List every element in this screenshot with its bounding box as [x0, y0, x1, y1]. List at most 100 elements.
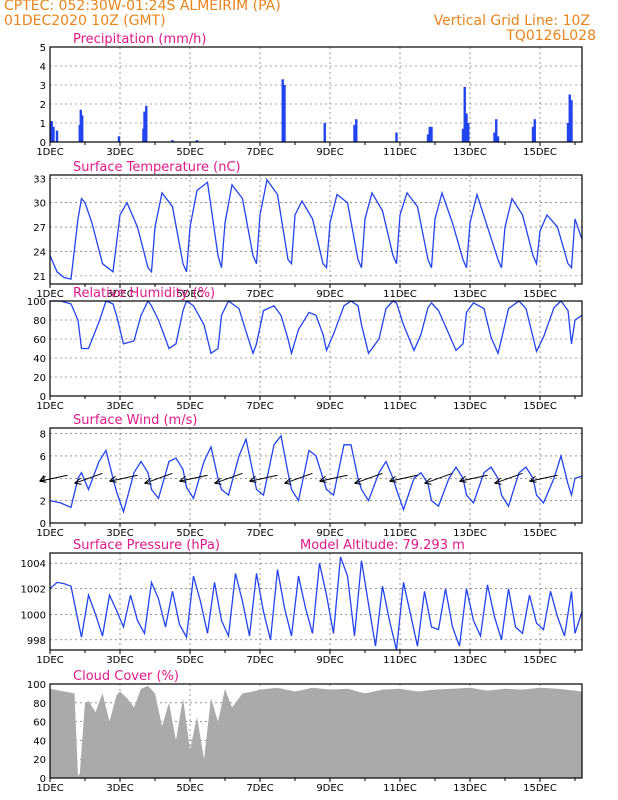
x-tick-label: 11DEC: [383, 289, 417, 300]
precip-bar: [355, 119, 358, 142]
x-tick-label: 5DEC: [176, 783, 203, 794]
wind-arrow: [459, 474, 488, 482]
x-tick-label: 15DEC: [523, 655, 557, 666]
x-tick-label: 15DEC: [523, 401, 557, 412]
x-tick-label: 5DEC: [176, 147, 203, 158]
panel-frame: [49, 46, 583, 143]
x-tick-label: 7DEC: [246, 655, 273, 666]
y-tick-label: 3: [40, 81, 46, 92]
y-tick-label: 20: [33, 755, 46, 766]
x-tick-label: 15DEC: [523, 147, 557, 158]
y-tick-label: 8: [40, 430, 46, 441]
wind-arrow: [529, 474, 558, 482]
wind-arrow: [74, 472, 103, 484]
precip-bar: [281, 79, 284, 142]
precip-bar: [55, 130, 59, 142]
wind-arrowhead: [529, 475, 537, 483]
series-line: [49, 178, 583, 280]
x-tick-label: 7DEC: [246, 783, 273, 794]
station-title: CPTEC: 052:30W-01:24S ALMEIRIM (PA): [4, 0, 281, 14]
wind-arrow: [144, 472, 173, 484]
y-tick-label: 24: [33, 247, 46, 258]
panel-frame: [49, 174, 583, 285]
wind-arrowhead: [424, 477, 432, 485]
y-tick-label: 40: [33, 736, 46, 747]
wind-arrowhead: [284, 477, 292, 485]
wind-arrow: [109, 474, 138, 482]
wind-arrowhead: [144, 477, 152, 485]
precip-bar: [531, 126, 535, 142]
y-tick-label: 1: [40, 119, 46, 130]
precip-bar: [195, 140, 199, 142]
precip-bar: [426, 134, 430, 142]
x-tick-label: 15DEC: [523, 528, 557, 539]
panel-title: Cloud Cover (%): [73, 669, 179, 684]
y-tick-label: 100: [27, 297, 46, 308]
y-tick-label: 0: [40, 138, 46, 149]
y-tick-label: 30: [33, 199, 46, 210]
panel-frame: [49, 683, 583, 779]
x-tick-label: 11DEC: [383, 528, 417, 539]
y-tick-label: 5: [40, 43, 46, 54]
x-tick-label: 13DEC: [453, 528, 487, 539]
x-tick-label: 11DEC: [383, 655, 417, 666]
y-tick-label: 2: [40, 100, 46, 111]
x-tick-label: 13DEC: [453, 147, 487, 158]
y-tick-label: 4: [40, 474, 46, 485]
x-tick-label: 7DEC: [246, 147, 273, 158]
wind-arrow: [424, 472, 453, 484]
x-tick-label: 5DEC: [176, 289, 203, 300]
y-tick-label: 27: [33, 223, 46, 234]
wind-arrowhead: [39, 475, 47, 483]
precip-bar: [467, 123, 470, 142]
precip-bar: [570, 100, 573, 142]
panel-title: Surface Wind (m/s): [73, 413, 197, 428]
x-tick-label: 7DEC: [246, 528, 273, 539]
precip-bar: [117, 136, 121, 142]
precip-bar: [493, 132, 496, 142]
x-tick-label: 9DEC: [316, 783, 343, 794]
precip-bar: [79, 109, 82, 142]
x-tick-label: 9DEC: [316, 528, 343, 539]
x-tick-label: 13DEC: [453, 289, 487, 300]
wind-arrowhead: [494, 477, 502, 485]
precip-bar: [145, 105, 148, 142]
x-tick-label: 3DEC: [106, 147, 133, 158]
panel-2: 21 24 27 30 33 1DEC 3DEC 5DEC 7DEC 9DEC 11DEC 13DEC…: [33, 160, 583, 300]
y-tick-label: 100: [27, 680, 46, 691]
x-tick-label: 11DEC: [383, 401, 417, 412]
y-tick-label: 1002: [21, 585, 46, 596]
y-tick-label: 6: [40, 452, 46, 463]
wind-arrowhead: [319, 475, 327, 483]
wind-arrow: [494, 472, 523, 484]
wind-arrow: [284, 472, 313, 484]
x-tick-label: 13DEC: [453, 783, 487, 794]
y-tick-label: 0: [40, 519, 46, 530]
x-tick-label: 11DEC: [383, 147, 417, 158]
panel-4: 0 2 4 6 8 1DEC 3DEC 5DEC 7DEC 9DEC 11DEC 13DEC 15DEC…: [36, 413, 583, 539]
panel-title: Precipitation (mm/h): [73, 32, 206, 47]
x-tick-label: 13DEC: [453, 655, 487, 666]
precip-bar: [323, 123, 326, 142]
precip-bar: [171, 140, 174, 142]
y-tick-label: 40: [33, 354, 46, 365]
panel-frame: [49, 552, 583, 651]
x-tick-label: 1DEC: [36, 289, 63, 300]
model-altitude: Model Altitude: 79.293 m: [300, 538, 465, 553]
y-tick-label: 2: [40, 497, 46, 508]
y-tick-label: 998: [27, 636, 46, 647]
wind-arrowhead: [109, 475, 117, 483]
x-tick-label: 15DEC: [523, 289, 557, 300]
y-tick-label: 0: [40, 774, 46, 785]
precip-bar: [463, 86, 466, 142]
panel-frame: [49, 300, 583, 397]
wind-arrow: [319, 474, 348, 482]
y-tick-label: 80: [33, 316, 46, 327]
series-line: [50, 299, 583, 356]
x-tick-label: 9DEC: [316, 289, 343, 300]
x-tick-label: 3DEC: [106, 528, 133, 539]
precip-bar: [283, 85, 286, 142]
vertical-grid-note: Vertical Grid Line: 10Z: [433, 13, 590, 29]
